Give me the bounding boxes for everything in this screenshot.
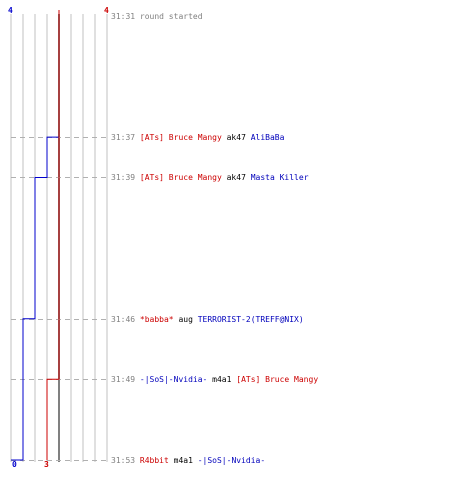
event-part: m4a1 xyxy=(169,456,193,465)
event-part: Masta Killer xyxy=(246,173,309,182)
event-part: *babba* xyxy=(140,315,174,324)
event-part: [ATs] Bruce Mangy xyxy=(231,375,318,384)
event-time: 31:39 xyxy=(111,173,140,182)
event-entry: 31:37 [ATs] Bruce Mangy ak47 AliBaBa xyxy=(111,133,285,142)
event-part: round started xyxy=(140,12,203,21)
event-time: 31:53 xyxy=(111,456,140,465)
event-entry: 31:39 [ATs] Bruce Mangy ak47 Masta Kille… xyxy=(111,173,309,182)
event-entry: 31:49 -|SoS|-Nvidia- m4a1 [ATs] Bruce Ma… xyxy=(111,375,318,384)
series-line-red xyxy=(46,10,60,460)
event-part: ak47 xyxy=(222,173,246,182)
end-score-label-blue: 0 xyxy=(12,460,17,469)
event-part: AliBaBa xyxy=(246,133,285,142)
start-score-label-blue: 4 xyxy=(8,6,13,15)
event-part: aug xyxy=(174,315,193,324)
event-entry: 31:46 *babba* aug TERRORIST-2(TREFF@NIX) xyxy=(111,315,304,324)
event-part: R4bbit xyxy=(140,456,169,465)
score-series xyxy=(11,10,60,461)
start-score-label-red: 4 xyxy=(104,6,109,15)
event-part: -|SoS|-Nvidia- xyxy=(140,375,207,384)
event-time: 31:31 xyxy=(111,12,140,21)
event-time: 31:49 xyxy=(111,375,140,384)
event-time: 31:37 xyxy=(111,133,140,142)
event-entry: 31:53 R4bbit m4a1 -|SoS|-Nvidia- xyxy=(111,456,265,465)
score-labels: 4 0 4 3 xyxy=(8,6,109,469)
event-entry: 31:31 round started xyxy=(111,12,203,21)
event-log: 31:31 round started 31:37 [ATs] Bruce Man… xyxy=(111,12,318,465)
series-line-blue xyxy=(11,10,60,461)
end-score-label-red: 3 xyxy=(44,460,49,469)
event-time: 31:46 xyxy=(111,315,140,324)
event-part: m4a1 xyxy=(207,375,231,384)
event-part: TERRORIST-2(TREFF@NIX) xyxy=(193,315,304,324)
event-part: [ATs] Bruce Mangy xyxy=(140,133,222,142)
event-part: ak47 xyxy=(222,133,246,142)
event-part: -|SoS|-Nvidia- xyxy=(193,456,265,465)
event-part: [ATs] Bruce Mangy xyxy=(140,173,222,182)
